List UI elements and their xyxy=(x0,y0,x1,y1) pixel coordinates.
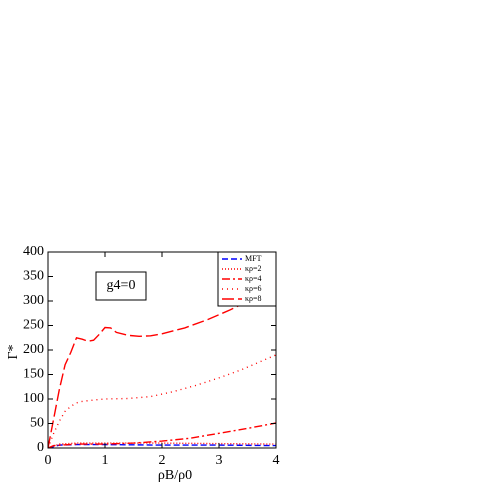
legend-label: MFT xyxy=(245,254,262,263)
x-tick-label: 1 xyxy=(102,453,109,468)
x-tick-label: 2 xyxy=(159,453,166,468)
x-tick-label: 4 xyxy=(273,453,280,468)
x-tick-label: 3 xyxy=(216,453,223,468)
y-tick-label: 150 xyxy=(23,367,44,382)
legend-label: κρ=4 xyxy=(245,274,262,283)
annotation: g4=0 xyxy=(107,278,136,293)
y-tick-label: 250 xyxy=(23,318,44,333)
y-tick-label: 400 xyxy=(23,244,44,259)
legend-label: κρ=8 xyxy=(245,294,262,303)
y-axis-label: Γ* xyxy=(6,344,21,359)
legend-label: κρ=2 xyxy=(245,264,262,273)
x-axis-label: ρB/ρ0 xyxy=(158,468,192,483)
plot-frame xyxy=(47,251,277,449)
y-tick-label: 300 xyxy=(23,293,44,308)
legend-label: κρ=6 xyxy=(245,284,262,293)
y-tick-label: 0 xyxy=(37,440,44,455)
y-tick-label: 50 xyxy=(30,416,44,431)
line xyxy=(48,288,276,448)
annotation-box xyxy=(95,271,147,301)
y-tick-label: 100 xyxy=(23,391,44,406)
x-tick-label: 0 xyxy=(45,453,52,468)
y-tick-label: 350 xyxy=(23,269,44,284)
line xyxy=(48,422,276,448)
line xyxy=(48,354,276,448)
y-tick-label: 200 xyxy=(23,342,44,357)
